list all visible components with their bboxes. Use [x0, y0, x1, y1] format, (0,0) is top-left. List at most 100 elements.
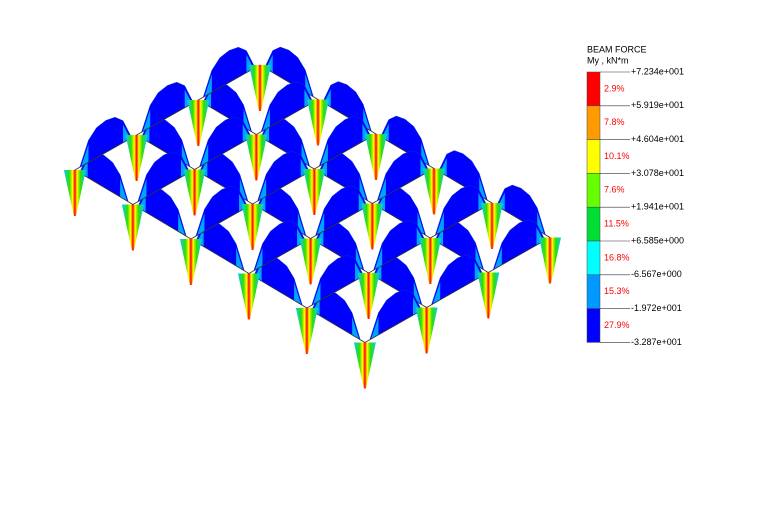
moment-hump — [260, 81, 314, 133]
beam — [364, 307, 427, 343]
moment-hump — [373, 219, 426, 271]
beam — [248, 238, 311, 274]
moment-hump — [141, 81, 194, 133]
beam — [314, 133, 377, 170]
node-moment-spike — [477, 272, 500, 319]
moment-hump — [434, 184, 488, 236]
moment-hump — [137, 151, 190, 203]
legend-level: +3.078e+001 — [631, 168, 684, 178]
moment-fringe — [316, 212, 325, 235]
legend-percent: 27.9% — [604, 320, 630, 330]
beam — [256, 99, 319, 135]
legend-percent: 7.6% — [604, 185, 625, 195]
moment-hump — [311, 254, 364, 306]
moment-hump — [257, 150, 310, 202]
moment-hump — [369, 289, 422, 341]
moment-fringe — [494, 246, 502, 269]
node-moment-spike — [121, 204, 144, 251]
moment-fringe — [197, 213, 205, 236]
legend-percent: 15.3% — [604, 286, 630, 296]
legend-unit: My , kN*m — [587, 55, 629, 65]
moment-hump — [199, 116, 252, 168]
node-moment-spike — [419, 238, 442, 284]
beam — [372, 168, 435, 204]
moment-fringe — [81, 144, 89, 167]
beam — [310, 203, 373, 239]
legend-percent: 11.5% — [604, 218, 629, 228]
moment-hump — [202, 46, 256, 98]
legend-title: BEAM FORCE — [587, 44, 647, 54]
legend-swatch — [586, 139, 601, 174]
node-moment-spike — [187, 100, 210, 146]
legend-level: -3.287e+001 — [631, 337, 682, 347]
node-moment-spike — [125, 135, 148, 181]
legend-level: +6.585e+000 — [631, 235, 684, 245]
node-moment-spike — [423, 168, 445, 215]
node-moment-spike — [361, 203, 384, 250]
beam — [488, 237, 551, 273]
legend-percent: 2.9% — [604, 83, 625, 93]
moment-fringe — [262, 108, 270, 131]
moment-fringe — [120, 178, 128, 202]
node-moment-spike — [307, 99, 329, 146]
moment-fringe — [371, 316, 379, 339]
moment-fringe — [320, 143, 328, 166]
beam — [132, 169, 195, 205]
legend-swatch — [586, 240, 601, 276]
beam — [194, 134, 257, 170]
beam — [252, 168, 315, 205]
moment-fringe — [436, 212, 444, 235]
node-moment-spike — [237, 273, 260, 320]
node-moment-spike — [183, 169, 206, 216]
moment-fringe — [255, 247, 263, 270]
node-moment-spike — [303, 169, 326, 215]
moment-fringe — [352, 316, 360, 340]
legend-level: +7.234e+001 — [631, 66, 684, 76]
beam — [306, 272, 369, 309]
moment-hump — [79, 116, 132, 168]
node-moment-spike — [245, 134, 268, 181]
beam — [190, 203, 253, 240]
node-moment-spike — [299, 238, 322, 285]
legend-swatch — [586, 105, 601, 140]
legend-percent: 16.8% — [604, 252, 630, 262]
node-moment-spike — [241, 204, 264, 250]
node-moment-spike — [295, 308, 318, 354]
node-moment-spike — [365, 134, 387, 180]
moment-hump — [376, 150, 430, 202]
legend-percent: 7.8% — [604, 117, 625, 127]
node-moment-spike — [249, 65, 271, 111]
moment-fringe — [142, 109, 151, 132]
legend-swatch — [586, 308, 601, 343]
beam — [426, 272, 489, 308]
legend-level: +4.604e+001 — [631, 134, 684, 144]
beam — [136, 99, 199, 136]
legend-level: -6.567e+000 — [631, 269, 682, 279]
moment-fringe — [294, 282, 302, 305]
node-moment-spike — [63, 170, 86, 216]
beam — [430, 202, 493, 239]
legend-percent: 10.1% — [604, 151, 630, 161]
moment-fringe — [200, 143, 209, 166]
moment-fringe — [432, 281, 441, 304]
moment-fringe — [178, 213, 186, 236]
moment-fringe — [313, 282, 321, 305]
moment-fringe — [236, 247, 244, 271]
beam — [198, 64, 261, 101]
moment-hump — [431, 254, 484, 306]
node-moment-spike — [481, 203, 503, 249]
moment-fringe — [204, 74, 212, 97]
beam-diagram — [63, 46, 561, 389]
node-moment-spike — [353, 342, 376, 389]
moment-hump — [195, 185, 248, 237]
moment-hump — [492, 219, 546, 271]
node-moment-spike — [357, 273, 380, 319]
moment-fringe — [139, 178, 147, 201]
beam — [74, 134, 137, 171]
node-moment-spike — [539, 237, 561, 284]
legend: BEAM FORCE My , kN*m 2.9% 7.8% 10.1% 7.6% 11… — [586, 44, 684, 347]
beam — [368, 237, 431, 274]
moment-fringe — [378, 177, 386, 200]
legend-swatch — [586, 71, 601, 107]
